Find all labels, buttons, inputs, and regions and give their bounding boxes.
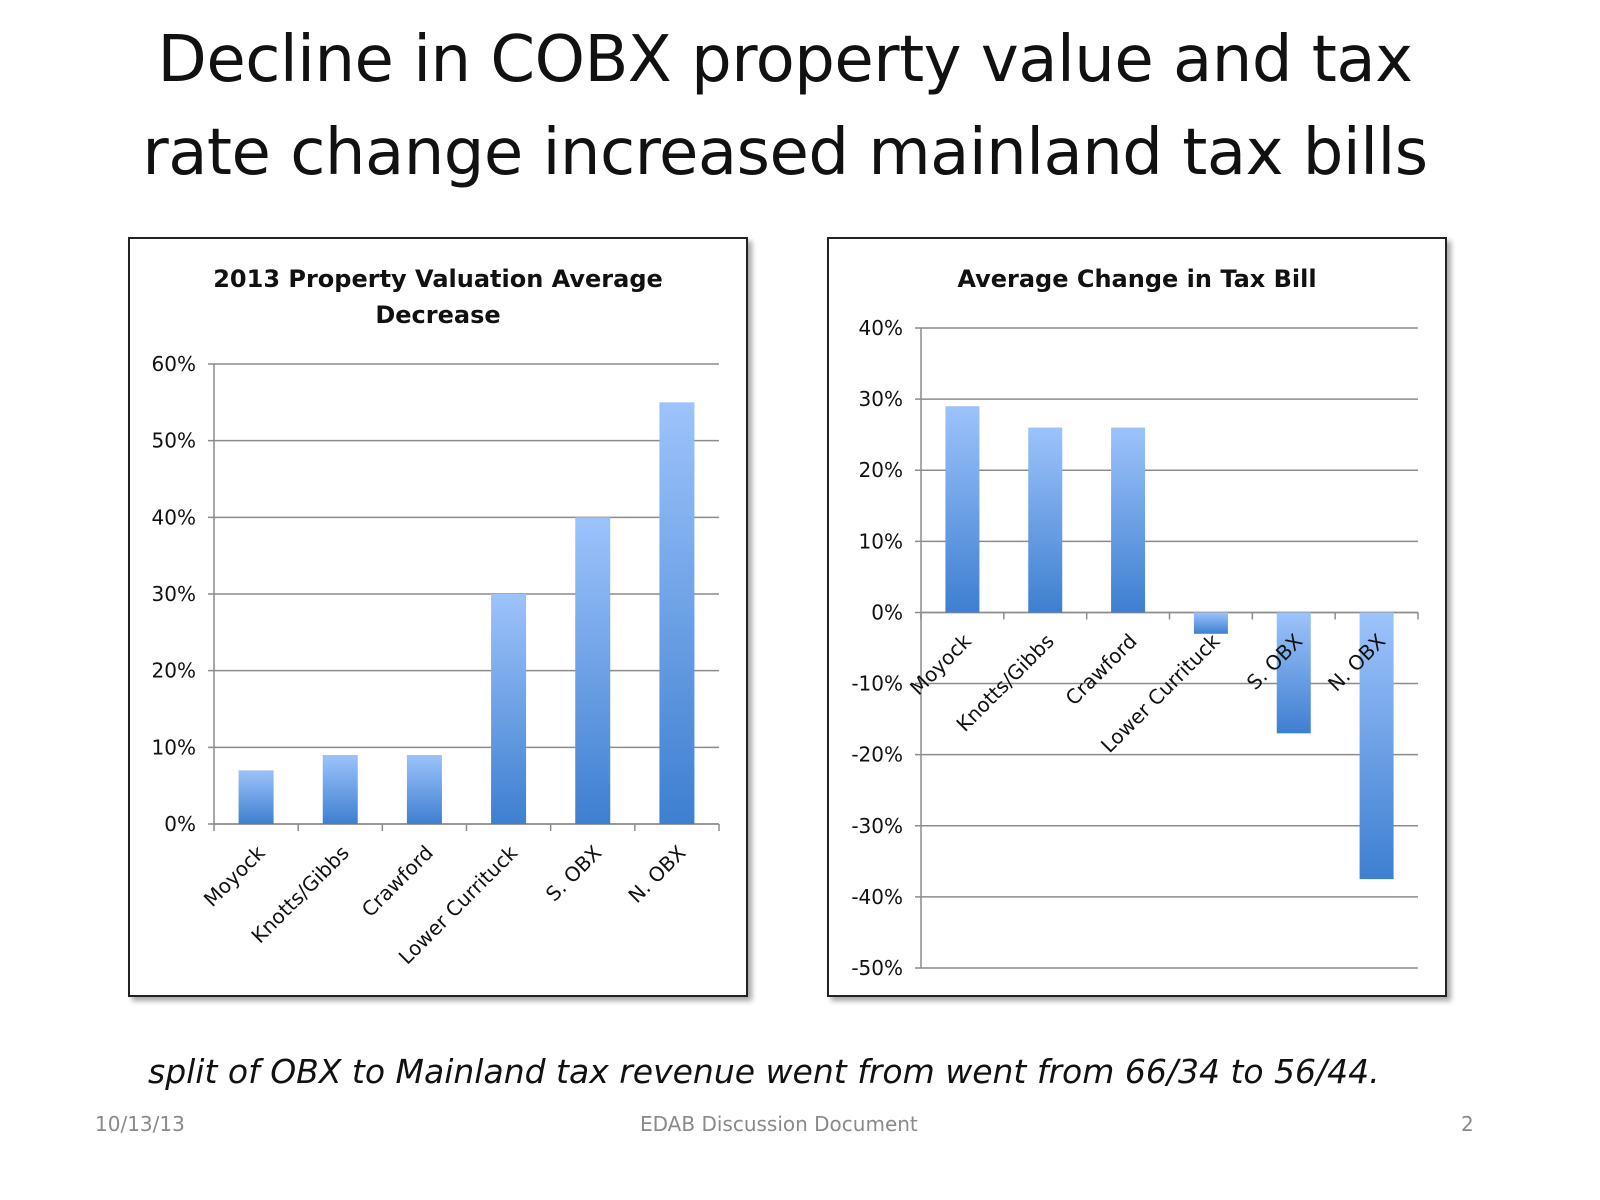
y-tick-label: -30% [851,814,903,838]
y-tick-label: 30% [859,387,903,411]
property-valuation-chart-svg: 2013 Property Valuation Average Decrease… [152,265,720,969]
bar-s-obx [1276,612,1311,734]
y-tick-label: 60% [152,352,196,376]
y-tick-label: 50% [152,429,196,453]
bar-moyock [945,406,980,613]
chart-title-line-1: 2013 Property Valuation Average [213,265,663,293]
bar-lower-currituck [1193,612,1228,634]
slide-title-line-2: rate change increased mainland tax bills [142,116,1428,190]
footer-document-name: EDAB Discussion Document [640,1112,918,1136]
property-valuation-chart: 2013 Property Valuation Average Decrease… [128,237,748,997]
tax-bill-change-chart: Average Change in Tax Bill -50% -40% -30% -… [827,237,1447,997]
revenue-split-note: split of OBX to Mainland tax revenue wen… [148,1052,1380,1091]
chart-title: Average Change in Tax Bill [957,265,1316,293]
y-tick-label: 10% [859,529,903,553]
y-tick-label: 40% [859,316,903,340]
x-category-label: Crawford [1061,629,1142,710]
bar-knotts-gibbs [1028,427,1063,613]
bar-n-obx [1359,612,1394,880]
x-category-label: S. OBX [541,840,607,906]
footer-date: 10/13/13 [95,1112,185,1136]
bar-knotts-gibbs [322,755,358,824]
page-number: 2 [1461,1112,1474,1136]
y-tick-label: 0% [871,600,903,624]
tax-bill-change-chart-svg: Average Change in Tax Bill -50% -40% -30% -… [851,265,1419,980]
bar-s-obx [575,517,611,824]
x-category-label: Moyock [199,840,270,911]
bar-n-obx [659,402,695,824]
y-tick-label: 40% [152,505,196,529]
bar-moyock [238,770,274,824]
bar-lower-currituck [491,594,527,824]
bar-crawford [406,755,442,824]
y-tick-label: 20% [859,458,903,482]
y-tick-label: 10% [152,735,196,759]
chart-title-line-2: Decrease [375,301,500,329]
y-tick-label: -20% [851,743,903,767]
x-category-label: Moyock [905,629,976,700]
y-tick-label: 30% [152,582,196,606]
y-tick-label: 0% [164,812,196,836]
slide-title: Decline in COBX property value and tax r… [0,14,1570,200]
y-tick-label: 20% [152,659,196,683]
y-tick-label: -10% [851,672,903,696]
bar-crawford [1111,427,1146,613]
x-category-label: Crawford [357,841,438,922]
x-category-label: N. OBX [623,840,690,907]
y-tick-label: -40% [851,885,903,909]
slide-title-line-1: Decline in COBX property value and tax [157,23,1413,97]
y-tick-label: -50% [851,956,903,980]
